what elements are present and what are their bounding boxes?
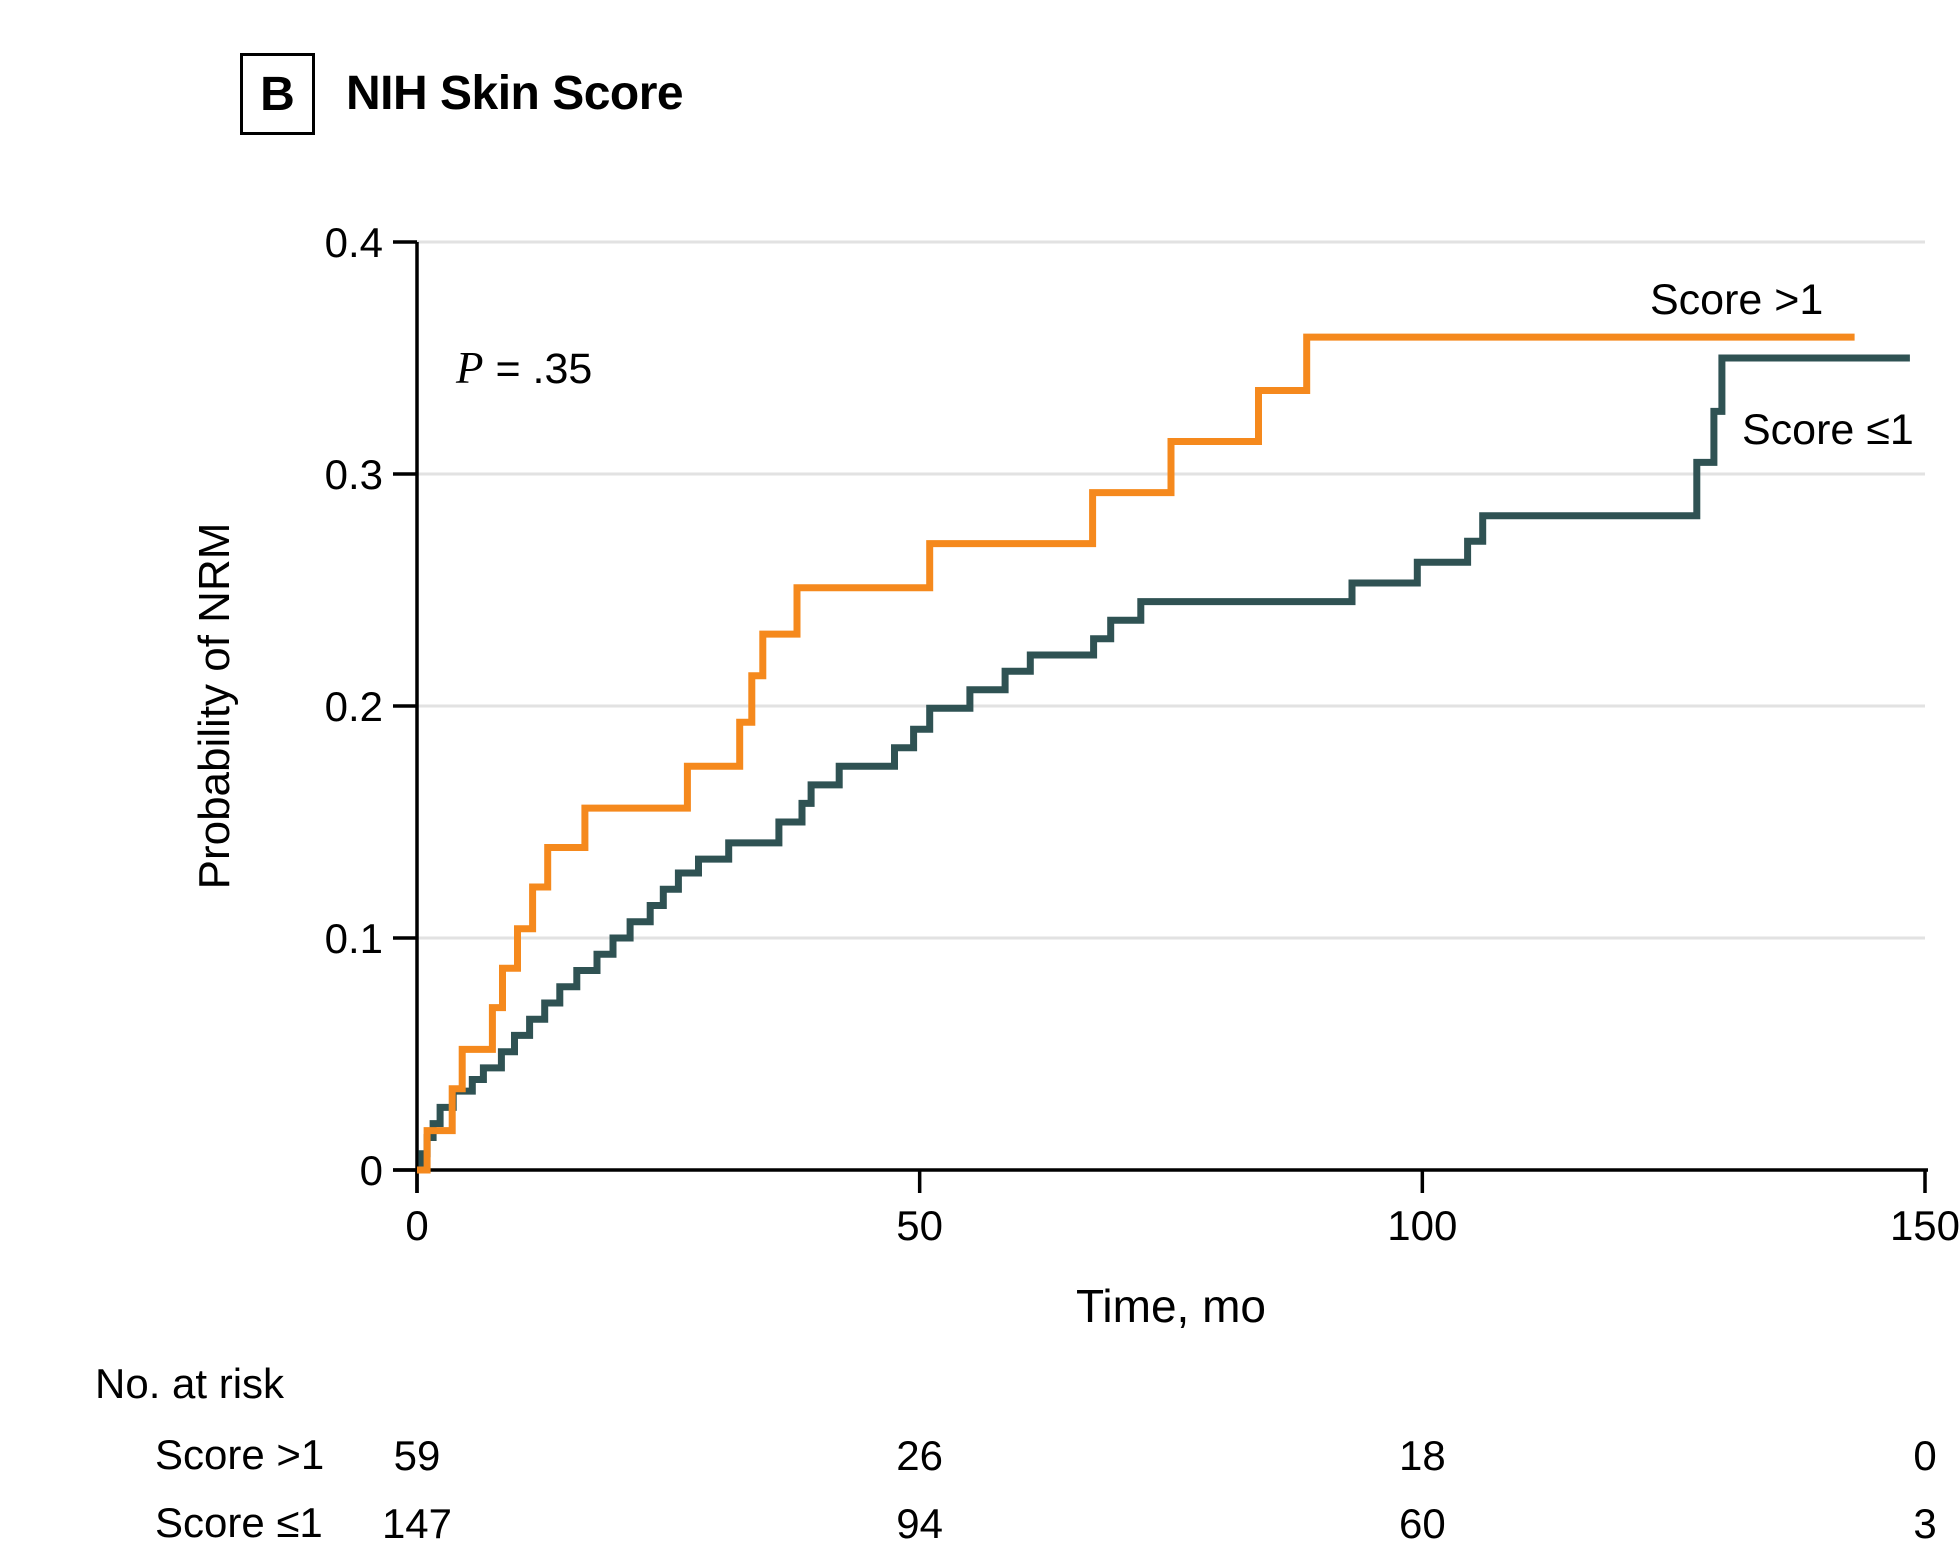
x-tick-label-150: 150 [1890,1202,1959,1249]
risk-row-label-score-gt1: Score >1 [155,1431,325,1478]
risk-count-row1-t100: 18 [1399,1432,1446,1479]
x-tick-label-50: 50 [896,1202,943,1249]
p-value-annotation: P = .35 [456,342,592,394]
panel-label-badge: B [240,53,315,135]
y-tick-label-0.4: 0.4 [325,219,383,266]
y-tick-label-0.1: 0.1 [325,915,383,962]
y-tick-label-0: 0 [360,1147,383,1194]
risk-count-row2-t0: 147 [382,1500,452,1547]
x-tick-label-0: 0 [405,1202,428,1249]
y-tick-label-0.3: 0.3 [325,451,383,498]
risk-count-row1-t50: 26 [896,1432,943,1479]
p-symbol: P [456,343,484,393]
x-axis-title: Time, mo [1076,1280,1266,1332]
panel-label: B [260,67,295,121]
series-line-score-le1 [417,354,1910,1174]
y-tick-label-0.2: 0.2 [325,683,383,730]
legend-label-score-gt1: Score >1 [1650,276,1824,324]
figure-title: NIH Skin Score [346,67,684,120]
p-value-text: = .35 [483,345,593,393]
risk-count-row1-t150: 0 [1913,1432,1936,1479]
risk-count-row1-t0: 59 [394,1432,441,1479]
x-tick-label-100: 100 [1387,1202,1457,1249]
y-axis-title: Probability of NRM [190,522,239,890]
risk-count-row2-t150: 3 [1913,1500,1936,1547]
series-line-score-gt1 [417,333,1855,1174]
risk-count-row2-t50: 94 [896,1500,943,1547]
risk-count-row2-t100: 60 [1399,1500,1446,1547]
legend-label-score-le1: Score ≤1 [1742,406,1914,454]
risk-table-header: No. at risk [95,1360,285,1407]
risk-row-label-score-le1: Score ≤1 [155,1499,323,1546]
